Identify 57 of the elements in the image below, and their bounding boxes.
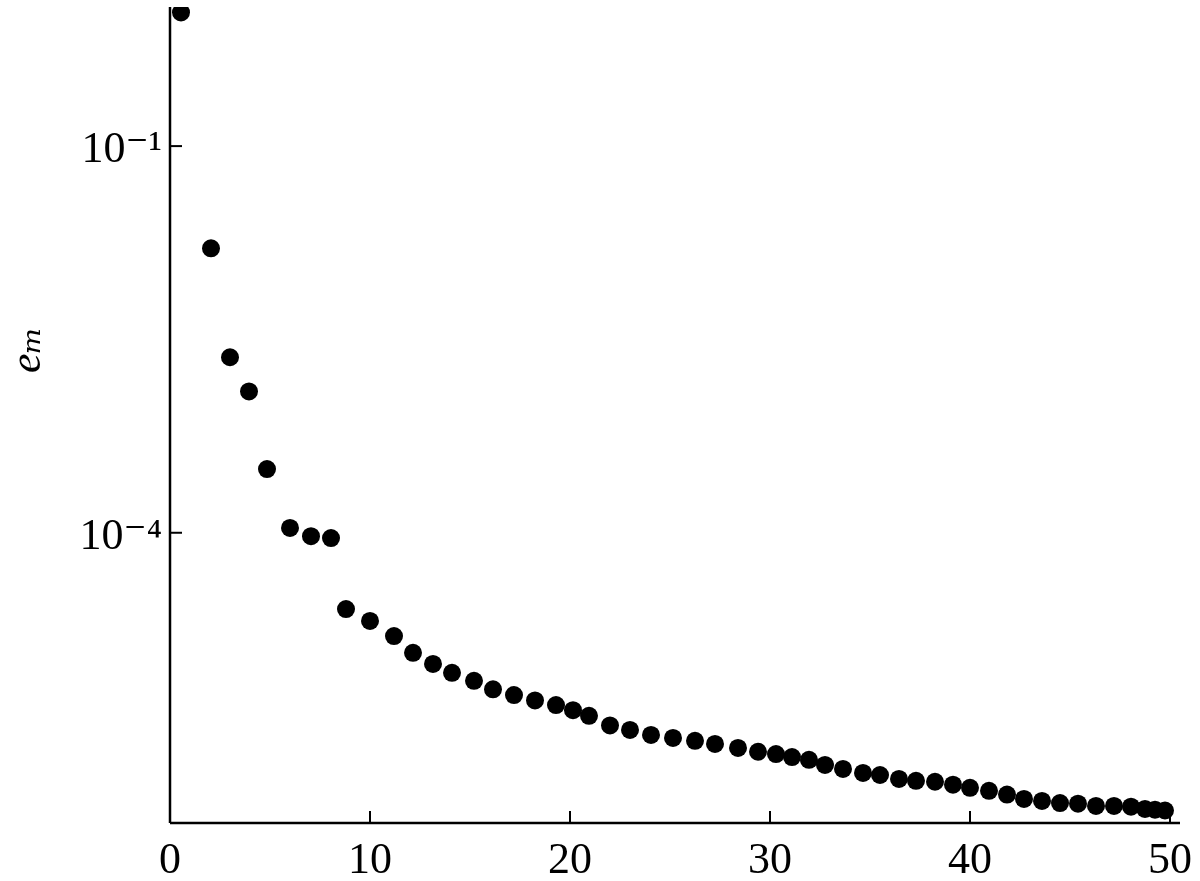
point bbox=[1105, 796, 1123, 815]
point bbox=[621, 720, 639, 739]
point bbox=[664, 728, 682, 747]
point bbox=[337, 600, 355, 619]
point bbox=[1033, 791, 1051, 810]
point bbox=[642, 725, 660, 744]
x-tick-label: 40 bbox=[948, 834, 992, 881]
point bbox=[1087, 796, 1105, 815]
point bbox=[564, 701, 582, 720]
point bbox=[1069, 794, 1087, 813]
point bbox=[944, 775, 962, 794]
point bbox=[281, 518, 299, 537]
point bbox=[998, 785, 1016, 804]
point bbox=[907, 771, 925, 790]
point bbox=[783, 748, 801, 767]
y-tick-label: 10⁻⁴ bbox=[79, 509, 162, 559]
point bbox=[322, 529, 340, 548]
point bbox=[302, 527, 320, 546]
point bbox=[767, 745, 785, 764]
point bbox=[686, 731, 704, 750]
x-tick-label: 20 bbox=[548, 834, 592, 881]
point bbox=[854, 763, 872, 782]
y-axis-title: eₘ bbox=[1, 326, 50, 373]
point bbox=[385, 627, 403, 646]
point bbox=[816, 755, 834, 774]
point bbox=[258, 460, 276, 479]
point bbox=[926, 772, 944, 791]
point bbox=[547, 696, 565, 715]
point bbox=[443, 663, 461, 682]
point bbox=[580, 706, 598, 725]
point bbox=[834, 759, 852, 778]
point bbox=[484, 680, 502, 699]
point bbox=[871, 766, 889, 784]
point bbox=[424, 654, 442, 673]
x-tick-label: 0 bbox=[159, 834, 181, 881]
point bbox=[465, 671, 483, 690]
point bbox=[361, 611, 379, 630]
point bbox=[706, 734, 724, 753]
x-tick-label: 50 bbox=[1148, 834, 1192, 881]
point bbox=[526, 691, 544, 710]
point bbox=[404, 643, 422, 662]
x-tick-label: 10 bbox=[348, 834, 392, 881]
point bbox=[961, 778, 979, 797]
point bbox=[202, 239, 220, 258]
point bbox=[729, 738, 747, 757]
point bbox=[749, 742, 767, 761]
x-tick-label: 30 bbox=[748, 834, 792, 881]
point bbox=[1015, 789, 1033, 808]
point bbox=[601, 716, 619, 735]
y-tick-label: 10⁻¹ bbox=[81, 123, 162, 173]
point bbox=[1051, 794, 1069, 813]
point bbox=[505, 686, 523, 705]
point bbox=[800, 750, 818, 769]
point bbox=[221, 348, 239, 367]
point bbox=[980, 781, 998, 800]
point bbox=[890, 769, 908, 788]
point bbox=[240, 382, 258, 401]
